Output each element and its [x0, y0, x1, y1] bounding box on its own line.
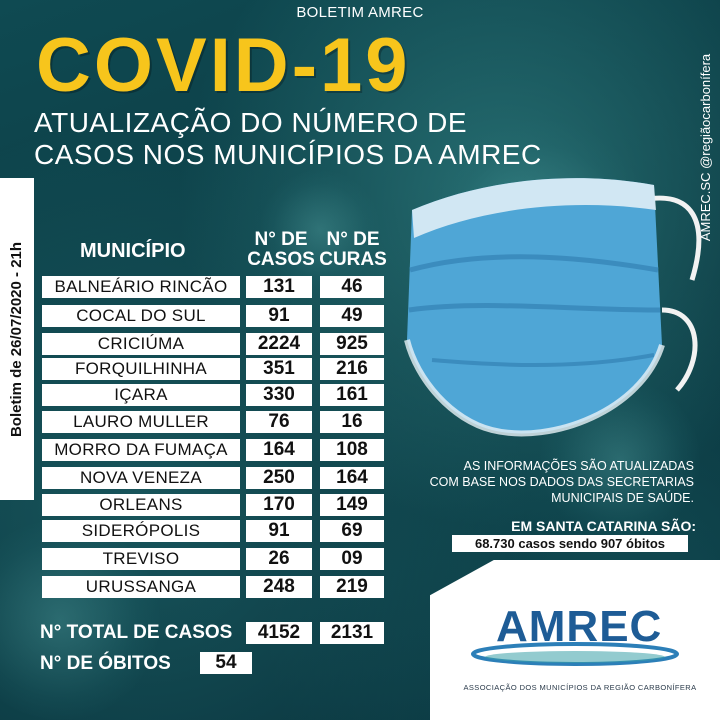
bulletin-label: BOLETIM AMREC: [296, 4, 424, 21]
curas-cell: 16: [320, 411, 384, 433]
municipio-cell: MORRO DA FUMAÇA: [42, 439, 240, 461]
santa-catarina-value: 68.730 casos sendo 907 óbitos: [452, 535, 688, 552]
column-header-casos: N° DE CASOS: [244, 230, 318, 270]
casos-cell: 131: [246, 276, 312, 298]
total-cures-value: 2131: [320, 622, 384, 644]
column-header-casos-line: N° DE: [254, 229, 308, 250]
curas-cell: 46: [320, 276, 384, 298]
curas-cell: 108: [320, 439, 384, 461]
logo-panel: [430, 560, 720, 720]
santa-catarina-label: EM SANTA CATARINA SÃO:: [511, 518, 696, 534]
face-mask-icon: [404, 178, 702, 437]
casos-cell: 170: [246, 494, 312, 516]
column-header-casos-line: CASOS: [247, 249, 315, 270]
municipio-cell: FORQUILHINHA: [42, 358, 240, 380]
curas-cell: 219: [320, 576, 384, 598]
info-note: AS INFORMAÇÕES SÃO ATUALIZADAS COM BASE …: [394, 458, 694, 506]
casos-cell: 250: [246, 467, 312, 489]
column-header-curas-line: N° DE: [326, 229, 380, 250]
deaths-value: 54: [200, 652, 252, 674]
column-header-curas-line: CURAS: [319, 249, 387, 270]
info-line: COM BASE NOS DADOS DAS SECRETARIAS: [429, 475, 694, 489]
curas-cell: 149: [320, 494, 384, 516]
total-cases-label: N° TOTAL DE CASOS: [40, 622, 233, 643]
municipio-cell: BALNEÁRIO RINCÃO: [42, 276, 240, 298]
bulletin-date: Boletim de 26/07/2020 - 21h: [8, 241, 26, 437]
logo-swoosh-icon: [471, 642, 679, 666]
curas-cell: 216: [320, 358, 384, 380]
municipio-cell: NOVA VENEZA: [42, 467, 240, 489]
casos-cell: 76: [246, 411, 312, 433]
page-title: COVID-19: [36, 23, 411, 108]
casos-cell: 248: [246, 576, 312, 598]
curas-cell: 49: [320, 305, 384, 327]
casos-cell: 351: [246, 358, 312, 380]
column-header-municipio: MUNICÍPIO: [80, 240, 186, 262]
casos-cell: 91: [246, 305, 312, 327]
logo-tagline: ASSOCIAÇÃO DOS MUNICÍPIOS DA REGIÃO CARB…: [463, 683, 697, 692]
municipio-cell: CRICIÚMA: [42, 333, 240, 355]
info-line: MUNICIPAIS DE SAÚDE.: [551, 491, 694, 505]
municipio-cell: TREVISO: [42, 548, 240, 570]
curas-cell: 925: [320, 333, 384, 355]
curas-cell: 09: [320, 548, 384, 570]
deaths-label: N° DE ÓBITOS: [40, 653, 171, 674]
virus-decoration: [260, 170, 380, 290]
total-cases-value: 4152: [246, 622, 312, 644]
info-line: AS INFORMAÇÕES SÃO ATUALIZADAS: [463, 459, 694, 473]
column-header-curas: N° DE CURAS: [318, 230, 388, 270]
municipio-cell: URUSSANGA: [42, 576, 240, 598]
municipio-cell: IÇARA: [42, 384, 240, 406]
casos-cell: 164: [246, 439, 312, 461]
casos-cell: 91: [246, 520, 312, 542]
subtitle: ATUALIZAÇÃO DO NÚMERO DE CASOS NOS MUNIC…: [34, 107, 542, 171]
subtitle-line: CASOS NOS MUNICÍPIOS DA AMREC: [34, 139, 542, 170]
curas-cell: 161: [320, 384, 384, 406]
casos-cell: 26: [246, 548, 312, 570]
municipio-cell: COCAL DO SUL: [42, 305, 240, 327]
municipio-cell: ORLEANS: [42, 494, 240, 516]
subtitle-line: ATUALIZAÇÃO DO NÚMERO DE: [34, 107, 468, 138]
municipio-cell: LAURO MULLER: [42, 411, 240, 433]
curas-cell: 69: [320, 520, 384, 542]
casos-cell: 330: [246, 384, 312, 406]
curas-cell: 164: [320, 467, 384, 489]
bulletin-date-strip: Boletim de 26/07/2020 - 21h: [0, 178, 34, 500]
municipio-cell: SIDERÓPOLIS: [42, 520, 240, 542]
casos-cell: 2224: [246, 333, 312, 355]
